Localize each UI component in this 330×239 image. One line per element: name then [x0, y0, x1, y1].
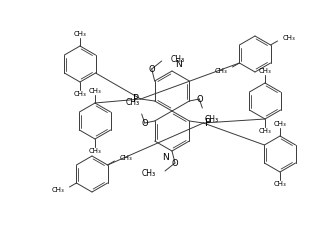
Text: CH₃: CH₃: [204, 115, 218, 124]
Text: CH₃: CH₃: [89, 88, 101, 94]
Text: CH₃: CH₃: [259, 68, 271, 74]
Text: P: P: [133, 94, 139, 104]
Text: CH₃: CH₃: [214, 67, 227, 74]
Text: CH₃: CH₃: [283, 34, 295, 40]
Text: CH₃: CH₃: [74, 31, 86, 37]
Text: CH₃: CH₃: [274, 181, 286, 187]
Text: CH₃: CH₃: [120, 154, 132, 161]
Text: CH₃: CH₃: [171, 54, 185, 64]
Text: O: O: [148, 65, 155, 74]
Text: O: O: [196, 94, 203, 103]
Text: CH₃: CH₃: [259, 128, 271, 134]
Text: CH₃: CH₃: [74, 91, 86, 97]
Text: CH₃: CH₃: [274, 121, 286, 127]
Text: CH₃: CH₃: [125, 98, 140, 107]
Text: CH₃: CH₃: [89, 148, 101, 154]
Text: N: N: [175, 60, 182, 69]
Text: P: P: [205, 118, 211, 128]
Text: CH₃: CH₃: [51, 188, 64, 194]
Text: CH₃: CH₃: [142, 168, 156, 178]
Text: O: O: [172, 158, 178, 168]
Text: O: O: [141, 119, 148, 127]
Text: N: N: [162, 153, 169, 162]
